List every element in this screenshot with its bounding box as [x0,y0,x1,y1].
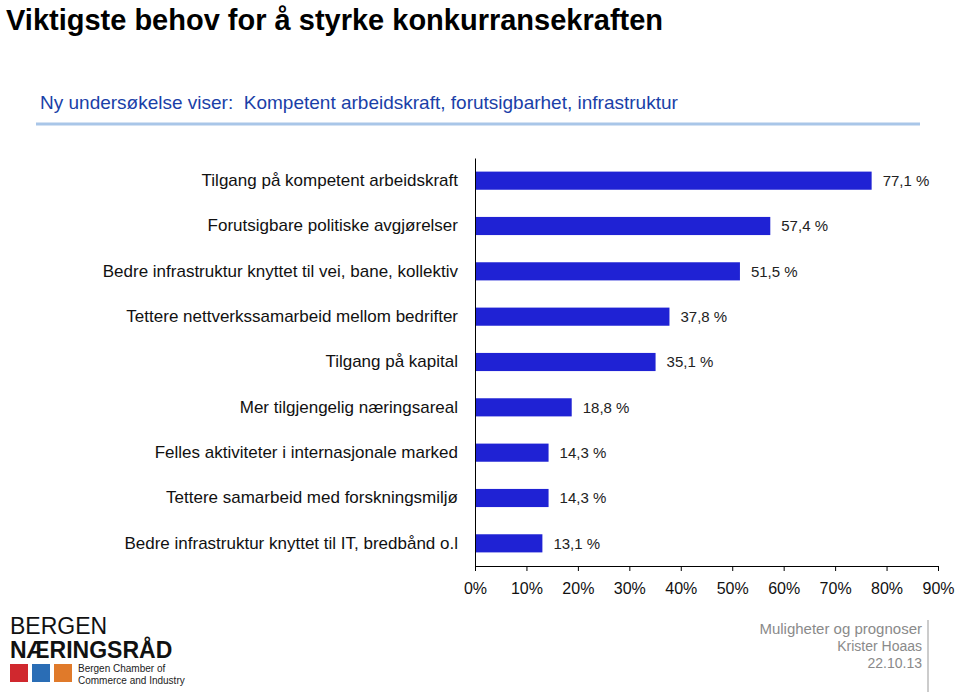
bar [475,172,872,190]
x-tick-mark [578,566,579,571]
x-tick-label: 0% [464,580,487,597]
footer-rule [927,620,929,692]
y-tick: Tettere nettverkssamarbeid mellom bedrif… [126,307,475,326]
x-tick: 50% [717,566,749,597]
y-tick: Tilgang på kompetent arbeidskraft [202,171,475,190]
x-tick-mark [938,566,939,571]
x-tick: 10% [511,566,543,597]
bar [475,217,770,235]
footer-text: Krister Hoaas [837,638,922,654]
y-tick: Mer tilgjengelig næringsareal [240,398,475,417]
x-tick-mark [681,566,682,571]
logo-text: NÆRINGSRÅD [10,636,172,663]
footer-text: Muligheter og prognoser [759,620,922,637]
x-tick: 40% [665,566,697,597]
x-tick-label: 90% [922,580,954,597]
logo-subtext: Bergen Chamber of [78,663,165,674]
x-axis-line [476,566,939,567]
data-label: 13,1 % [553,535,600,552]
x-tick: 20% [562,566,594,597]
data-label: 14,3 % [560,489,607,506]
bars [475,172,872,553]
data-label: 37,8 % [680,308,727,325]
x-tick: 80% [871,566,903,597]
x-tick-mark [835,566,836,571]
bar [475,489,549,507]
bar [475,353,656,371]
footer: BERGENNÆRINGSRÅDBergen Chamber ofCommerc… [10,613,928,692]
bar [475,534,542,552]
y-tick: Tilgang på kapital [325,352,475,371]
y-tick-label: Tilgang på kapital [325,352,458,371]
x-tick-label: 20% [562,580,594,597]
x-tick-mark [784,566,785,571]
data-label: 77,1 % [883,172,930,189]
title: Viktigste behov for å styrke konkurranse… [6,4,663,36]
data-label: 51,5 % [751,263,798,280]
x-tick-mark [629,566,630,571]
y-tick: Bedre infrastruktur knyttet til IT, bred… [124,534,475,553]
y-tick-label: Bedre infrastruktur knyttet til IT, bred… [124,534,458,553]
logo-text: BERGEN [10,613,107,639]
data-label: 57,4 % [781,217,828,234]
x-tick-mark [526,566,527,571]
x-tick: 60% [768,566,800,597]
y-tick: Forutsigbare politiske avgjørelser [208,216,475,235]
y-tick-label: Tettere samarbeid med forskningsmiljø [166,488,458,507]
y-tick-label: Tettere nettverkssamarbeid mellom bedrif… [126,307,458,326]
x-tick-mark [475,566,476,571]
y-tick-label: Mer tilgjengelig næringsareal [240,398,458,417]
logo-icon [54,664,72,682]
chart: Viktigste behov for å styrke konkurranse… [0,0,960,692]
y-tick: Bedre infrastruktur knyttet til vei, ban… [103,262,475,281]
y-tick: Tettere samarbeid med forskningsmiljø [166,488,475,507]
x-tick-label: 10% [511,580,543,597]
logo-subtext: Commerce and Industry [78,675,185,686]
y-tick-label: Felles aktiviteter i internasjonale mark… [155,443,458,462]
x-tick: 90% [922,566,954,597]
data-label: 35,1 % [667,353,714,370]
bar [475,308,669,326]
footer-text: 22.10.13 [868,655,923,671]
logo-icon [10,664,28,682]
x-tick-label: 30% [614,580,646,597]
x-axis: 0% 10% 20% 30% 40% 50% 60% 70% 80% 90% [464,566,955,597]
y-axis-line [475,159,476,567]
x-tick: 0% [464,566,487,597]
x-tick-label: 70% [820,580,852,597]
logo-icon [32,664,50,682]
y-tick-label: Bedre infrastruktur knyttet til vei, ban… [103,262,459,281]
x-tick-label: 60% [768,580,800,597]
data-labels: 77,1 % 57,4 % 51,5 % 37,8 % 35,1 % 18,8 % 14,3… [553,172,929,552]
y-axis: Tilgang på kompetent arbeidskraft Forutsi… [103,159,476,567]
x-tick-mark [732,566,733,571]
bar [475,262,740,280]
data-label: 14,3 % [560,444,607,461]
bar [475,398,572,416]
x-tick: 30% [614,566,646,597]
y-tick-label: Forutsigbare politiske avgjørelser [208,216,459,235]
x-tick-label: 50% [717,580,749,597]
x-tick: 70% [820,566,852,597]
subtitle-rule [36,123,920,126]
x-tick-mark [887,566,888,571]
data-label: 18,8 % [583,399,630,416]
subtitle: Ny undersøkelse viser: Kompetent arbeids… [40,92,678,113]
y-tick: Felles aktiviteter i internasjonale mark… [155,443,475,462]
bar [475,444,549,462]
x-tick-label: 40% [665,580,697,597]
y-tick-label: Tilgang på kompetent arbeidskraft [202,171,459,190]
x-tick-label: 80% [871,580,903,597]
